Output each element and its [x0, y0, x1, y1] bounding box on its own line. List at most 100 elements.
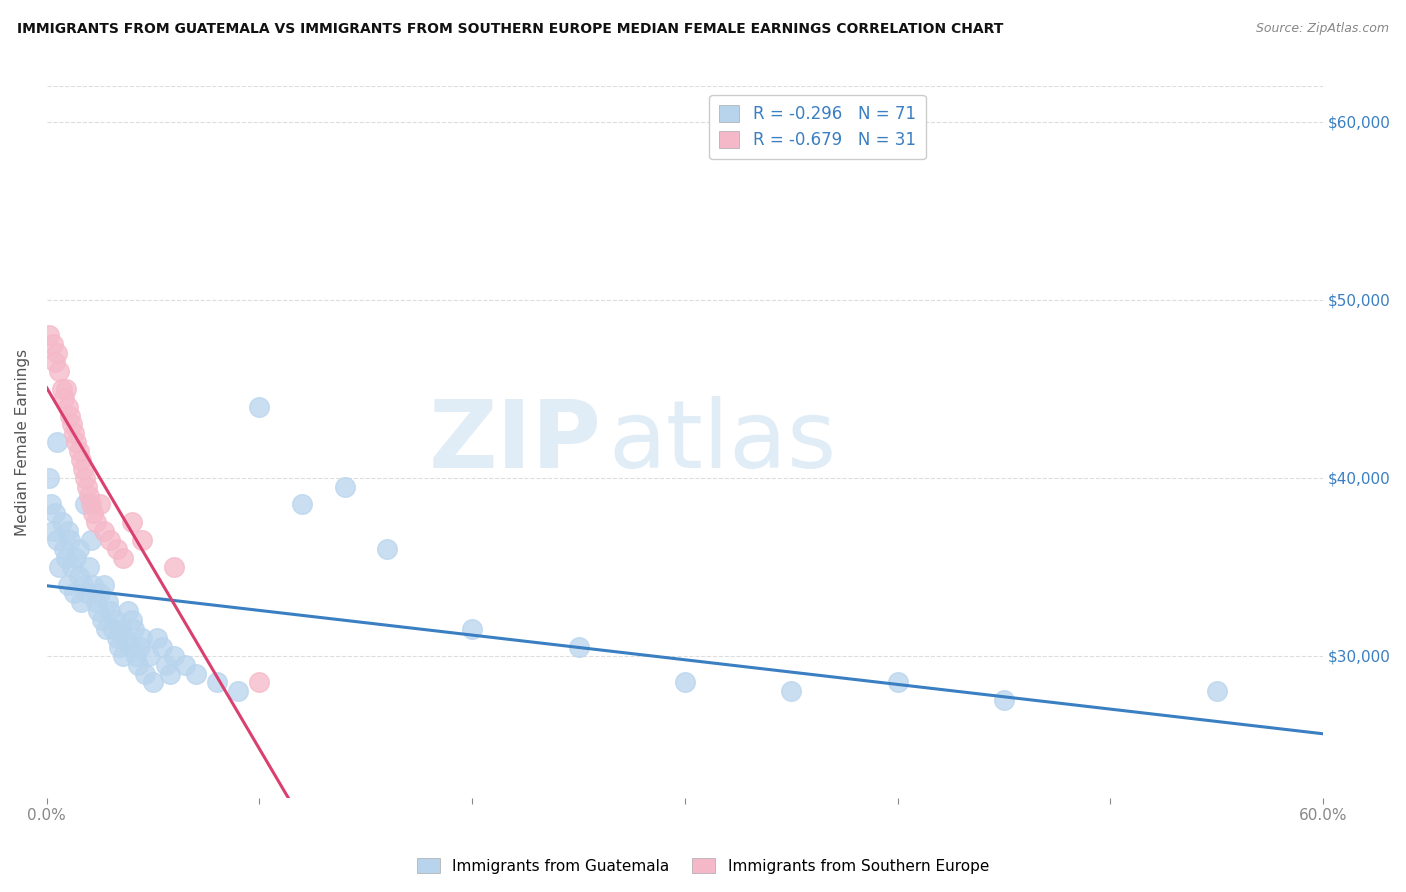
Point — [122, 622, 145, 636]
Point — [51, 382, 73, 396]
Point — [93, 577, 115, 591]
Point — [155, 657, 177, 672]
Point — [56, 577, 79, 591]
Point — [72, 577, 94, 591]
Point — [80, 498, 103, 512]
Point — [44, 355, 66, 369]
Point — [39, 498, 62, 512]
Point — [77, 559, 100, 574]
Point — [76, 586, 98, 600]
Point — [63, 586, 86, 600]
Point — [163, 559, 186, 574]
Point — [114, 631, 136, 645]
Point — [205, 675, 228, 690]
Point — [67, 568, 90, 582]
Legend: Immigrants from Guatemala, Immigrants from Southern Europe: Immigrants from Guatemala, Immigrants fr… — [411, 852, 995, 880]
Legend: R = -0.296   N = 71, R = -0.679   N = 31: R = -0.296 N = 71, R = -0.679 N = 31 — [709, 95, 925, 160]
Point — [51, 516, 73, 530]
Point — [112, 550, 135, 565]
Point — [59, 409, 82, 423]
Point — [1205, 684, 1227, 698]
Point — [73, 498, 96, 512]
Point — [105, 631, 128, 645]
Point — [65, 550, 87, 565]
Point — [118, 640, 141, 654]
Point — [184, 666, 207, 681]
Point — [333, 480, 356, 494]
Point — [108, 640, 131, 654]
Point — [76, 480, 98, 494]
Point — [55, 550, 77, 565]
Point — [72, 462, 94, 476]
Point — [129, 640, 152, 654]
Text: Source: ZipAtlas.com: Source: ZipAtlas.com — [1256, 22, 1389, 36]
Point — [249, 675, 271, 690]
Point — [77, 489, 100, 503]
Point — [887, 675, 910, 690]
Point — [121, 516, 143, 530]
Point — [46, 346, 69, 360]
Point — [52, 541, 75, 556]
Point — [69, 453, 91, 467]
Point — [174, 657, 197, 672]
Point — [56, 400, 79, 414]
Point — [131, 533, 153, 547]
Point — [104, 613, 127, 627]
Point — [112, 648, 135, 663]
Point — [291, 498, 314, 512]
Point — [59, 533, 82, 547]
Text: atlas: atlas — [609, 396, 837, 488]
Text: IMMIGRANTS FROM GUATEMALA VS IMMIGRANTS FROM SOUTHERN EUROPE MEDIAN FEMALE EARNI: IMMIGRANTS FROM GUATEMALA VS IMMIGRANTS … — [17, 22, 1004, 37]
Point — [100, 533, 122, 547]
Point — [89, 498, 111, 512]
Point — [67, 444, 90, 458]
Point — [52, 391, 75, 405]
Point — [127, 657, 149, 672]
Point — [42, 524, 65, 538]
Point — [117, 604, 139, 618]
Point — [89, 586, 111, 600]
Point — [101, 622, 124, 636]
Point — [105, 541, 128, 556]
Point — [55, 382, 77, 396]
Point — [93, 524, 115, 538]
Point — [568, 640, 591, 654]
Point — [97, 595, 120, 609]
Point — [84, 595, 107, 609]
Point — [46, 435, 69, 450]
Point — [80, 533, 103, 547]
Point — [121, 613, 143, 627]
Point — [96, 622, 118, 636]
Point — [993, 693, 1015, 707]
Point — [125, 648, 148, 663]
Point — [375, 541, 398, 556]
Point — [56, 524, 79, 538]
Y-axis label: Median Female Earnings: Median Female Earnings — [15, 349, 30, 536]
Point — [60, 559, 83, 574]
Point — [134, 666, 156, 681]
Point — [110, 622, 132, 636]
Point — [87, 604, 110, 618]
Point — [73, 471, 96, 485]
Point — [63, 426, 86, 441]
Point — [138, 648, 160, 663]
Point — [142, 675, 165, 690]
Point — [60, 417, 83, 432]
Point — [67, 541, 90, 556]
Text: ZIP: ZIP — [429, 396, 602, 488]
Point — [38, 471, 60, 485]
Point — [82, 507, 104, 521]
Point — [673, 675, 696, 690]
Point — [226, 684, 249, 698]
Point — [780, 684, 803, 698]
Point — [65, 435, 87, 450]
Point — [249, 400, 271, 414]
Point — [163, 648, 186, 663]
Point — [91, 613, 114, 627]
Point — [159, 666, 181, 681]
Point — [84, 516, 107, 530]
Point — [69, 595, 91, 609]
Point — [131, 631, 153, 645]
Point — [48, 364, 70, 378]
Point — [461, 622, 484, 636]
